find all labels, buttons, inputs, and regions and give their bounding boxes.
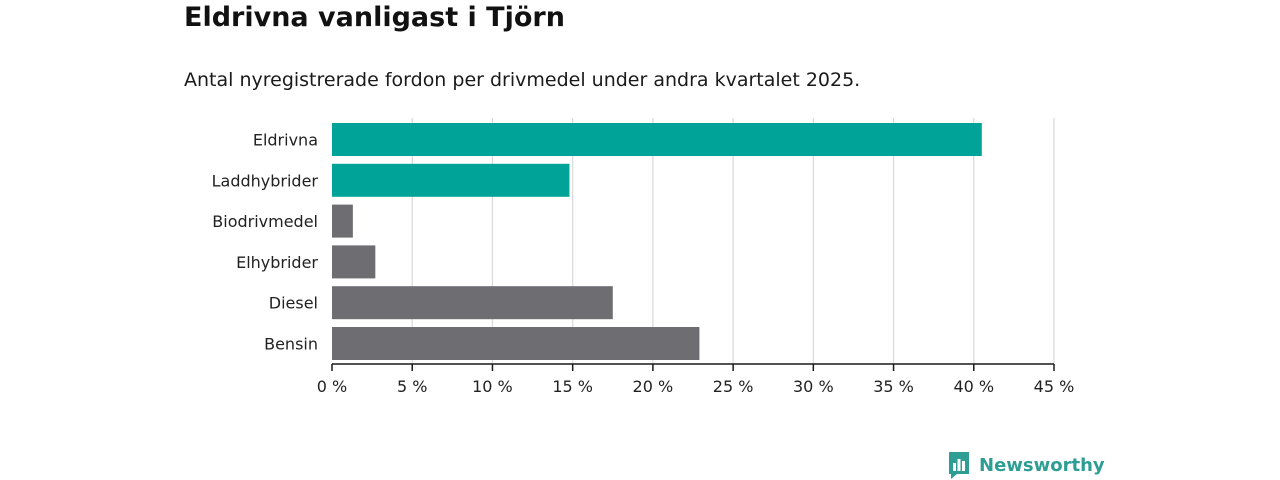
bar bbox=[332, 327, 700, 360]
x-tick-label: 40 % bbox=[953, 377, 994, 396]
category-label: Diesel bbox=[269, 294, 318, 313]
chart-subtitle: Antal nyregistrerade fordon per drivmede… bbox=[184, 69, 861, 91]
category-label: Bensin bbox=[264, 335, 318, 354]
chart-title: Eldrivna vanligast i Tjörn bbox=[184, 2, 565, 33]
x-tick-label: 30 % bbox=[793, 377, 834, 396]
x-tick-label: 45 % bbox=[1034, 377, 1075, 396]
x-tick-label: 25 % bbox=[713, 377, 754, 396]
bar bbox=[332, 204, 353, 238]
newsworthy-logo-icon bbox=[949, 452, 969, 479]
x-tick-label: 15 % bbox=[552, 377, 593, 396]
bar bbox=[332, 286, 613, 320]
x-tick-label: 0 % bbox=[317, 377, 347, 396]
x-tick-label: 5 % bbox=[397, 377, 427, 396]
brand-name: Newsworthy bbox=[979, 454, 1105, 476]
x-tick-label: 20 % bbox=[633, 377, 674, 396]
category-labels: Eldrivna Laddhybrider Biodrivmedel Elhybrid… bbox=[212, 131, 319, 354]
bar bbox=[332, 123, 982, 156]
category-label: Eldrivna bbox=[253, 131, 318, 150]
bar bbox=[332, 245, 376, 279]
brand: Newsworthy bbox=[947, 450, 1105, 480]
category-label: Elhybrider bbox=[236, 253, 318, 272]
category-label: Biodrivmedel bbox=[212, 212, 318, 231]
grid-lines bbox=[411, 118, 1055, 364]
x-axis: 0 % 5 % 10 % 15 % 20 % 25 % 30 % 35 % 40 % 45 % bbox=[317, 363, 1075, 396]
bar bbox=[332, 163, 570, 197]
bars bbox=[332, 123, 982, 360]
x-tick-label: 10 % bbox=[472, 377, 513, 396]
category-label: Laddhybrider bbox=[212, 171, 319, 190]
x-tick-label: 35 % bbox=[873, 377, 914, 396]
